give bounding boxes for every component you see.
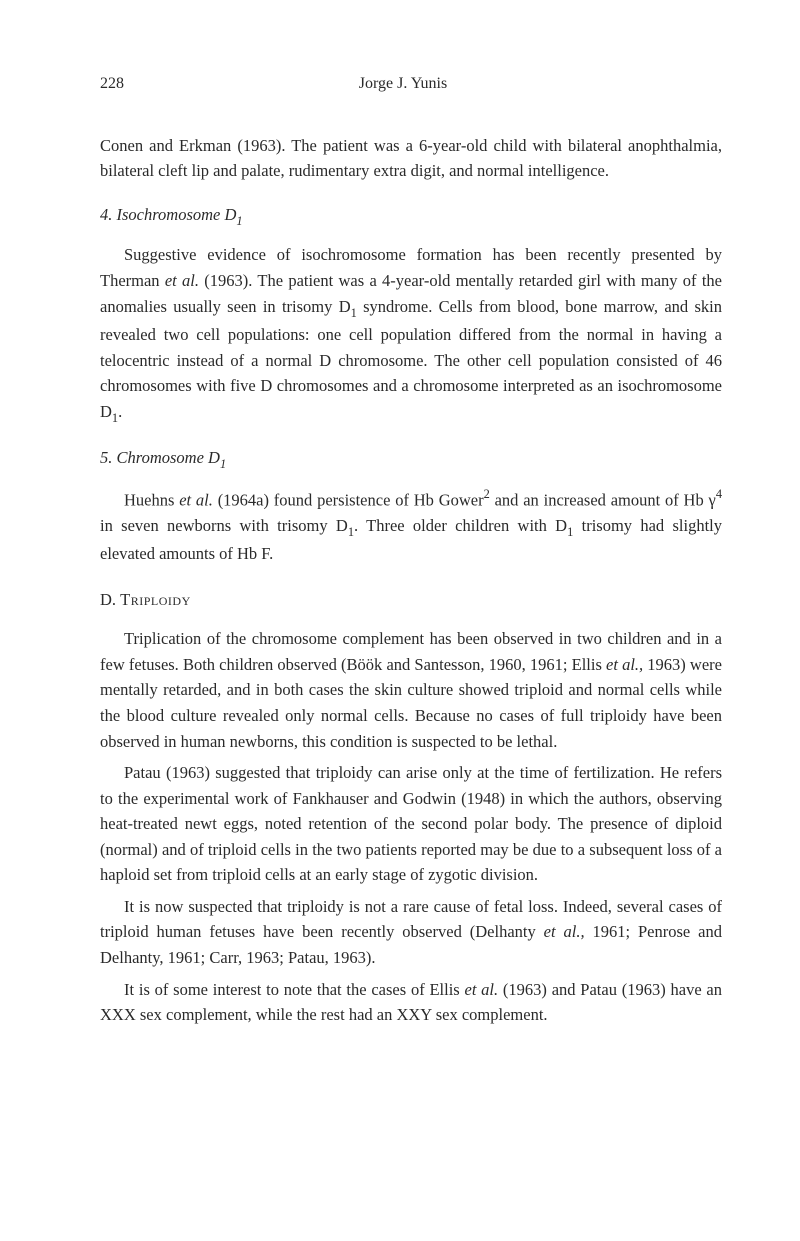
section-d-para-2: Patau (1963) suggested that triploidy ca… [100,760,722,888]
section-5-title-sub: 1 [220,457,226,471]
section-4-title-sub: 1 [236,214,242,228]
section-d-para-4: It is of some interest to note that the … [100,977,722,1028]
section-5-paragraph: Huehns et al. (1964a) found persistence … [100,486,722,567]
section-5-number: 5. [100,448,112,467]
section-d-para-1: Triplication of the chromosome complemen… [100,626,722,754]
section-4-number: 4. [100,205,112,224]
section-4-heading: 4. Isochromosome D1 [100,202,722,230]
section-5-title-prefix: Chromosome D [117,448,220,467]
section-4-paragraph: Suggestive evidence of isochromosome for… [100,242,722,427]
section-4-title-prefix: Isochromosome D [117,205,237,224]
section-d-label: D. [100,590,116,609]
page-number: 228 [100,72,124,97]
section-d-heading: D. Triploidy [100,587,722,613]
author-name: Jorge J. Yunis [124,72,722,97]
section-d-title: Triploidy [120,590,191,609]
page-header: 228 Jorge J. Yunis [100,72,722,97]
section-5-heading: 5. Chromosome D1 [100,445,722,473]
opening-paragraph: Conen and Erkman (1963). The patient was… [100,133,722,184]
section-d-para-3: It is now suspected that triploidy is no… [100,894,722,971]
